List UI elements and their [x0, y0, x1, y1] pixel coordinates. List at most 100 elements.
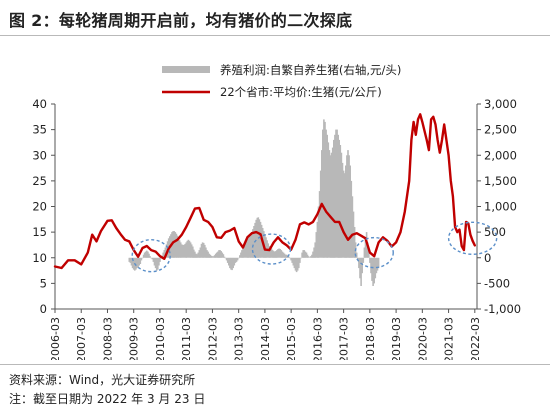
profit-bar: [142, 254, 145, 258]
profit-bar: [132, 257, 135, 270]
profit-bar: [363, 247, 366, 258]
profit-bar: [231, 257, 233, 271]
profit-bar: [333, 139, 335, 258]
profit-bar: [312, 251, 314, 258]
profit-bar: [240, 252, 242, 258]
profit-bar: [276, 250, 278, 258]
profit-bar: [131, 257, 134, 269]
x-tick-label: 2019-03: [390, 317, 403, 360]
trough-markers: [131, 221, 498, 273]
x-tick-label: 2014-03: [259, 317, 272, 360]
profit-bar: [148, 253, 150, 258]
profit-bar: [193, 249, 195, 258]
profit-bar: [346, 155, 348, 258]
profit-bar: [214, 253, 217, 258]
profit-bar: [183, 244, 185, 258]
profit-bar: [182, 244, 184, 258]
profit-bar: [195, 253, 197, 258]
profit-bar: [135, 257, 137, 270]
y-right-tick-label: -1,000: [484, 302, 521, 316]
profit-bar: [162, 252, 164, 258]
profit-bar: [328, 150, 331, 258]
profit-bar: [284, 254, 287, 258]
profit-bar: [152, 257, 155, 262]
profit-bar: [201, 242, 204, 258]
profit-bar: [185, 242, 187, 258]
profit-bar: [245, 239, 248, 258]
profit-bar: [341, 162, 344, 258]
profit-bar: [220, 251, 222, 258]
profit-bar: [302, 250, 304, 258]
profit-bar: [308, 257, 311, 258]
profit-bar: [189, 242, 192, 258]
profit-bar: [136, 257, 138, 269]
profit-bar: [330, 152, 333, 258]
x-tick-label: 2010-03: [154, 317, 167, 360]
profit-bar: [129, 257, 132, 263]
profit-bar: [236, 257, 239, 261]
profit-bar: [272, 251, 275, 258]
profit-bar: [327, 142, 330, 258]
profit-bar: [157, 257, 159, 270]
x-tick-label: 2008-03: [101, 317, 114, 360]
profit-bar: [153, 257, 156, 266]
profit-bar: [137, 257, 139, 267]
profit-bar: [213, 255, 216, 258]
profit-bar: [325, 129, 327, 258]
profit-bar: [233, 257, 236, 266]
title-divider: [0, 35, 550, 36]
profit-bar: [242, 246, 244, 258]
profit-bar: [235, 257, 238, 262]
profit-bar: [270, 248, 273, 258]
profit-bar: [375, 257, 378, 274]
profit-bar: [192, 246, 194, 258]
y-left-tick-label: 25: [32, 174, 47, 188]
profit-bar: [316, 221, 319, 258]
x-tick-label: 2021-03: [443, 317, 456, 360]
profit-bar: [311, 254, 313, 258]
profit-bar: [366, 242, 369, 258]
profit-bar: [181, 244, 183, 258]
profit-bar: [150, 257, 152, 259]
profit-bar: [151, 257, 154, 260]
profit-bar: [282, 252, 285, 258]
y-right-tick-label: 3,000: [484, 97, 517, 111]
profit-bar: [298, 257, 300, 269]
profit-bar: [329, 155, 332, 258]
y-right-tick-label: 1,500: [484, 174, 517, 188]
profit-bar: [186, 240, 189, 258]
line-series: [53, 113, 476, 270]
x-tick-label: 2018-03: [364, 317, 377, 360]
y-left-tick-label: 40: [32, 97, 47, 111]
profit-bar: [202, 242, 205, 258]
profit-bar: [339, 145, 342, 258]
profit-bar: [258, 219, 261, 258]
profit-bar: [343, 173, 346, 258]
profit-bar: [279, 249, 281, 258]
profit-bar: [222, 254, 225, 258]
profit-bar: [259, 221, 262, 258]
profit-bar: [349, 165, 351, 258]
x-tick-label: 2020-03: [416, 317, 429, 360]
profit-bar: [248, 235, 251, 258]
profit-bar: [205, 247, 207, 258]
profit-bar: [351, 196, 354, 258]
profit-bar: [255, 219, 257, 258]
profit-bar: [246, 238, 249, 258]
profit-bar: [362, 257, 365, 263]
profit-bar: [219, 250, 221, 258]
profit-bar: [174, 232, 177, 258]
legend: 养殖利润:自繁自养生猪(右轴,元/头) 22个省市:平均价:生猪(元/公斤): [162, 63, 401, 99]
x-tick-label: 2006-03: [49, 317, 62, 360]
profit-bar: [198, 250, 201, 258]
profit-bar: [374, 257, 377, 279]
profit-bar: [315, 232, 318, 258]
profit-bar: [256, 217, 259, 258]
axes: 0 5 10 15 20 25 30 35 40 -1,000 -500 0 500 1,000 1,500…: [32, 97, 521, 360]
profit-bar: [243, 243, 245, 258]
profit-bar: [355, 252, 358, 258]
profit-bar: [143, 252, 146, 258]
profit-bar: [188, 240, 191, 258]
profit-bar: [313, 247, 315, 258]
profit-bar: [275, 251, 277, 258]
